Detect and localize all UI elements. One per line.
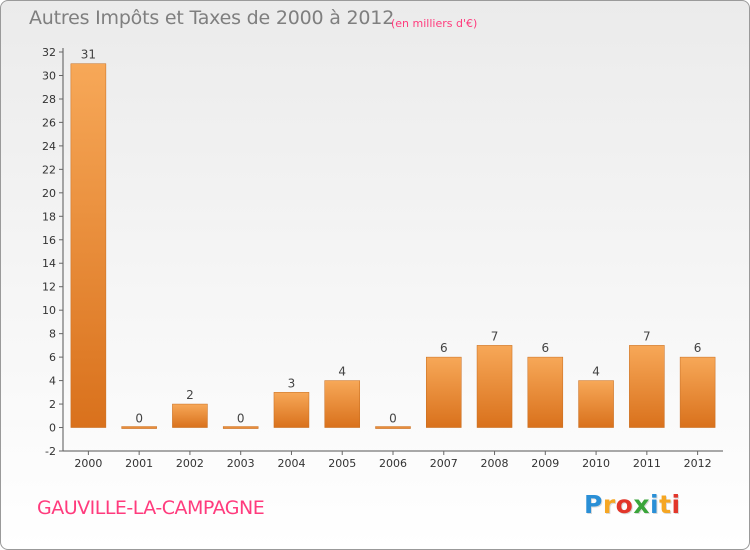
x-tick-label-2003: 2003 — [227, 457, 255, 470]
data-label-2001: 0 — [135, 412, 143, 426]
data-label-2011: 7 — [643, 329, 651, 343]
y-tick-label: 26 — [42, 116, 56, 129]
y-tick-label: 4 — [49, 375, 56, 388]
data-label-2005: 4 — [338, 365, 346, 379]
chart-unit: (en milliers d'€) — [391, 17, 478, 30]
bar-2005 — [324, 380, 360, 428]
logo-letter: r — [602, 490, 616, 519]
logo-letter: x — [633, 490, 650, 519]
logo-letter: t — [659, 490, 672, 519]
y-tick-label: -2 — [45, 445, 56, 458]
bar-2010 — [578, 380, 614, 428]
y-tick-label: 22 — [42, 163, 56, 176]
chart-x-ticks: 2000 2001 2002 2003 2004 2005 2006 2007 2008 2009… — [74, 451, 712, 470]
x-tick-label-2008: 2008 — [481, 457, 509, 470]
y-tick-label: 6 — [49, 351, 56, 364]
y-tick-label: 18 — [42, 210, 56, 223]
y-tick-label: 12 — [42, 281, 56, 294]
chart-axes — [62, 48, 723, 452]
data-label-2006: 0 — [389, 412, 397, 426]
proxiti-logo: Proxiti — [584, 490, 681, 519]
data-label-2010: 4 — [592, 365, 600, 379]
y-tick-label: 28 — [42, 93, 56, 106]
chart-data-labels: 31 0 2 0 3 4 0 6 7 6 4 7 6 — [81, 48, 702, 426]
x-tick-label-2010: 2010 — [582, 457, 610, 470]
x-tick-label-2002: 2002 — [176, 457, 204, 470]
y-tick-label: 16 — [42, 234, 56, 247]
bar-2008 — [476, 345, 513, 428]
chart-title: Autres Impôts et Taxes de 2000 à 2012 — [29, 7, 395, 29]
bar-2001 — [121, 426, 157, 429]
chart-bars — [70, 63, 716, 429]
y-tick-label: 0 — [49, 422, 56, 435]
logo-letter: i — [650, 490, 660, 519]
data-label-2003: 0 — [237, 412, 245, 426]
bar-2003 — [222, 426, 259, 429]
x-tick-label-2000: 2000 — [74, 457, 102, 470]
x-tick-label-2001: 2001 — [125, 457, 153, 470]
x-tick-label-2006: 2006 — [379, 457, 407, 470]
logo-letter: P — [584, 490, 603, 519]
data-label-2008: 7 — [491, 329, 499, 343]
x-tick-label-2009: 2009 — [531, 457, 559, 470]
x-tick-label-2004: 2004 — [277, 457, 305, 470]
bar-2000 — [70, 63, 107, 428]
commune-name: GAUVILLE-LA-CAMPAGNE — [37, 497, 265, 519]
y-tick-label: 24 — [42, 140, 56, 153]
x-tick-label-2011: 2011 — [633, 457, 661, 470]
bar-2007 — [426, 356, 462, 428]
bar-2004 — [273, 392, 310, 428]
bar-2006 — [375, 426, 411, 429]
y-tick-label: 14 — [42, 257, 56, 270]
x-tick-label-2007: 2007 — [430, 457, 458, 470]
bar-2009 — [527, 356, 564, 428]
data-label-2012: 6 — [694, 341, 702, 355]
logo-letter: o — [615, 490, 634, 519]
logo-letter: i — [671, 490, 681, 519]
data-label-2002: 2 — [186, 388, 194, 402]
y-tick-label: 30 — [42, 69, 56, 82]
data-label-2000: 31 — [81, 48, 96, 62]
bar-2012 — [679, 356, 716, 428]
x-tick-label-2012: 2012 — [684, 457, 712, 470]
data-label-2007: 6 — [440, 341, 448, 355]
y-tick-label: 20 — [42, 187, 56, 200]
bar-2011 — [629, 345, 665, 428]
y-tick-label: 32 — [42, 46, 56, 59]
x-tick-label-2005: 2005 — [328, 457, 356, 470]
bar-2002 — [172, 403, 208, 428]
y-tick-label: 2 — [49, 398, 56, 411]
data-label-2009: 6 — [541, 341, 549, 355]
data-label-2004: 3 — [288, 376, 296, 390]
y-tick-label: 10 — [42, 304, 56, 317]
y-tick-label: 8 — [49, 328, 56, 341]
